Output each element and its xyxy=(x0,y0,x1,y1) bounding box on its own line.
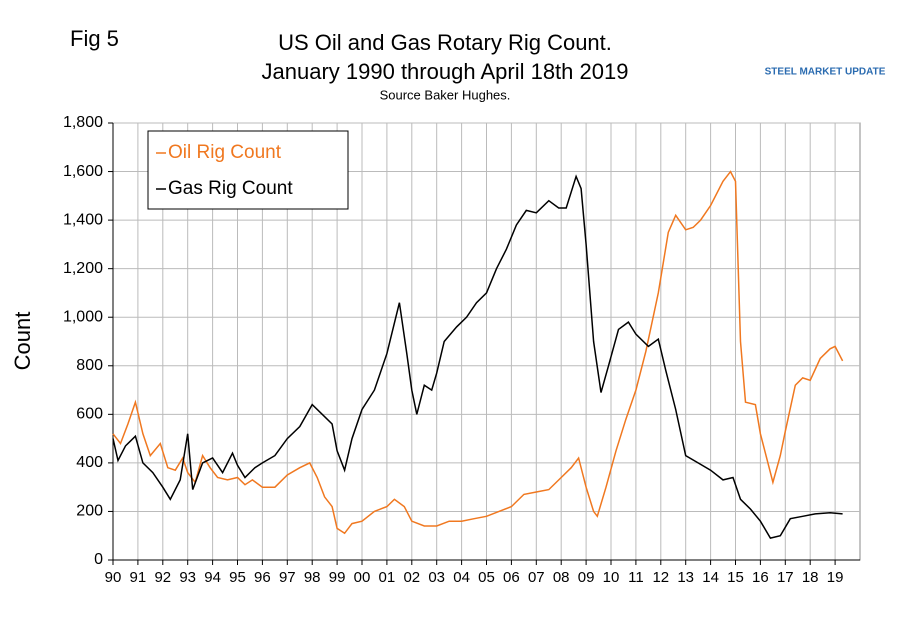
legend-label: Oil Rig Count xyxy=(168,142,282,163)
x-tick-label: 05 xyxy=(478,569,495,586)
y-tick-label: 0 xyxy=(94,551,103,568)
x-tick-label: 03 xyxy=(428,569,445,586)
x-tick-label: 95 xyxy=(229,569,246,586)
x-tick-label: 00 xyxy=(354,569,371,586)
chart-title: US Oil and Gas Rotary Rig Count. xyxy=(278,30,612,55)
y-tick-label: 1,200 xyxy=(63,260,103,277)
logo: STEEL MARKET UPDATE xyxy=(765,67,886,78)
y-tick-label: 1,600 xyxy=(63,163,103,180)
x-tick-label: 06 xyxy=(503,569,520,586)
x-tick-label: 91 xyxy=(130,569,147,586)
x-tick-label: 01 xyxy=(379,569,396,586)
x-tick-label: 04 xyxy=(453,569,470,586)
x-tick-label: 08 xyxy=(553,569,570,586)
y-tick-label: 1,400 xyxy=(63,211,103,228)
x-tick-label: 99 xyxy=(329,569,346,586)
x-tick-label: 16 xyxy=(752,569,769,586)
series-line xyxy=(112,174,843,539)
x-tick-label: 92 xyxy=(154,569,171,586)
chart-subtitle: January 1990 through April 18th 2019 xyxy=(262,59,629,84)
x-tick-label: 12 xyxy=(652,569,669,586)
x-tick-label: 18 xyxy=(802,569,819,586)
y-tick-label: 600 xyxy=(76,406,103,423)
x-tick-label: 10 xyxy=(603,569,620,586)
x-tick-label: 94 xyxy=(204,569,221,586)
legend-box xyxy=(147,130,349,210)
x-tick-label: 14 xyxy=(702,569,719,586)
series-line xyxy=(112,170,844,535)
y-axis-label: Count xyxy=(10,312,35,371)
figure-label: Fig 5 xyxy=(70,26,119,51)
x-tick-label: 02 xyxy=(403,569,420,586)
x-tick-label: 13 xyxy=(677,569,694,586)
x-tick-label: 09 xyxy=(578,569,595,586)
x-tick-label: 98 xyxy=(304,569,321,586)
x-tick-label: 93 xyxy=(179,569,196,586)
x-tick-label: 11 xyxy=(628,569,644,586)
y-tick-label: 800 xyxy=(76,357,103,374)
x-tick-label: 90 xyxy=(105,569,122,586)
y-tick-label: 1,800 xyxy=(63,114,103,131)
x-tick-label: 15 xyxy=(727,569,744,586)
y-tick-label: 1,000 xyxy=(63,308,103,325)
y-tick-label: 200 xyxy=(76,503,103,520)
x-tick-label: 17 xyxy=(777,569,794,586)
legend-label: Gas Rig Count xyxy=(168,178,293,199)
y-tick-label: 400 xyxy=(76,454,103,471)
source-note: Source Baker Hughes. xyxy=(380,87,511,102)
x-tick-label: 96 xyxy=(254,569,271,586)
x-tick-label: 07 xyxy=(528,569,545,586)
x-tick-label: 19 xyxy=(827,569,844,586)
x-tick-label: 97 xyxy=(279,569,296,586)
